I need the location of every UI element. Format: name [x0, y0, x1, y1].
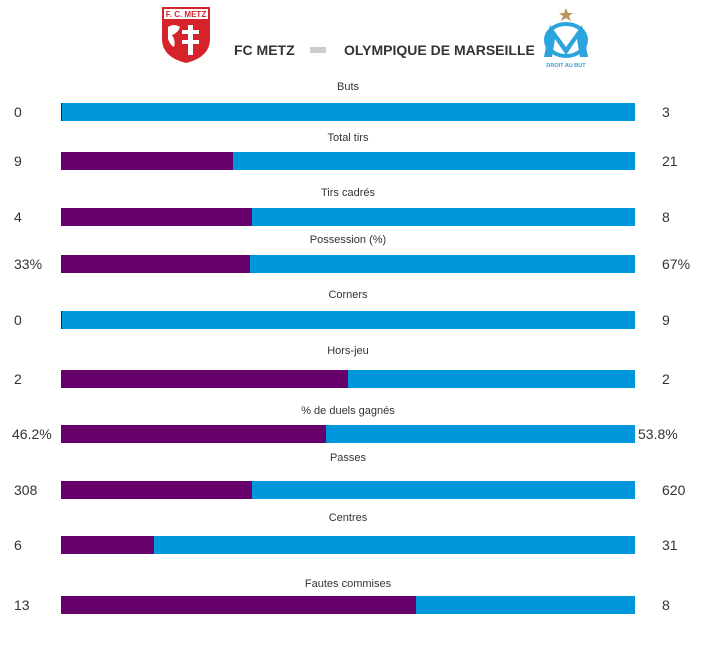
away-bar: [252, 481, 635, 499]
away-bar: [233, 152, 635, 170]
away-bar: [252, 208, 635, 226]
home-bar: [61, 152, 233, 170]
home-bar: [61, 425, 326, 443]
away-bar: [326, 425, 635, 443]
home-value: 9: [14, 153, 22, 169]
home-value: 0: [14, 104, 22, 120]
away-value: 53.8%: [638, 426, 678, 442]
away-value: 8: [662, 209, 670, 225]
stat-label: Buts: [336, 81, 359, 93]
home-value: 13: [14, 597, 30, 613]
match-header: F. C. METZ DROIT AU BUT FC METZ OLYMPIQU…: [0, 0, 714, 72]
stat-label: Corners: [328, 289, 368, 301]
away-value: 31: [662, 537, 678, 553]
stat-label: Passes: [329, 452, 367, 464]
away-team-name: OLYMPIQUE DE MARSEILLE: [344, 42, 535, 58]
away-bar: [62, 103, 635, 121]
stat-label: Tirs cadrés: [321, 187, 375, 199]
home-value: 308: [14, 482, 38, 498]
stat-label: Hors-jeu: [327, 345, 369, 357]
home-bar: [61, 370, 348, 388]
home-value: 6: [14, 537, 22, 553]
away-value: 3: [662, 104, 670, 120]
home-bar: [61, 481, 252, 499]
stat-label: Centres: [328, 512, 368, 524]
olympique-marseille-logo-icon: DROIT AU BUT: [544, 8, 588, 69]
home-value: 0: [14, 312, 22, 328]
away-value: 21: [662, 153, 678, 169]
away-value: 620: [662, 482, 686, 498]
away-bar: [416, 596, 635, 614]
home-team-name: FC METZ: [234, 42, 295, 58]
home-value: 33%: [14, 256, 43, 272]
stat-label: Possession (%): [309, 234, 387, 246]
away-bar: [154, 536, 635, 554]
away-value: 8: [662, 597, 670, 613]
fc-metz-logo-icon: F. C. METZ: [162, 7, 210, 63]
home-bar: [61, 536, 154, 554]
home-bar: [61, 311, 62, 329]
home-bar: [61, 596, 416, 614]
stat-label: Total tirs: [327, 132, 369, 144]
away-value: 9: [662, 312, 670, 328]
team-separator: [310, 47, 326, 53]
stat-label: % de duels gagnés: [301, 405, 395, 417]
home-bar: [61, 103, 62, 121]
home-value: 46.2%: [12, 426, 52, 442]
away-value: 2: [662, 371, 670, 387]
away-bar: [250, 255, 635, 273]
away-bar: [348, 370, 635, 388]
home-value: 2: [14, 371, 22, 387]
home-bar: [61, 255, 250, 273]
home-value: 4: [14, 209, 22, 225]
stat-label: Fautes commises: [304, 578, 392, 590]
olympique-marseille-logo-text: DROIT AU BUT: [546, 63, 586, 69]
away-bar: [62, 311, 635, 329]
away-value: 67%: [662, 256, 691, 272]
fc-metz-logo-text: F. C. METZ: [166, 10, 207, 19]
home-bar: [61, 208, 252, 226]
